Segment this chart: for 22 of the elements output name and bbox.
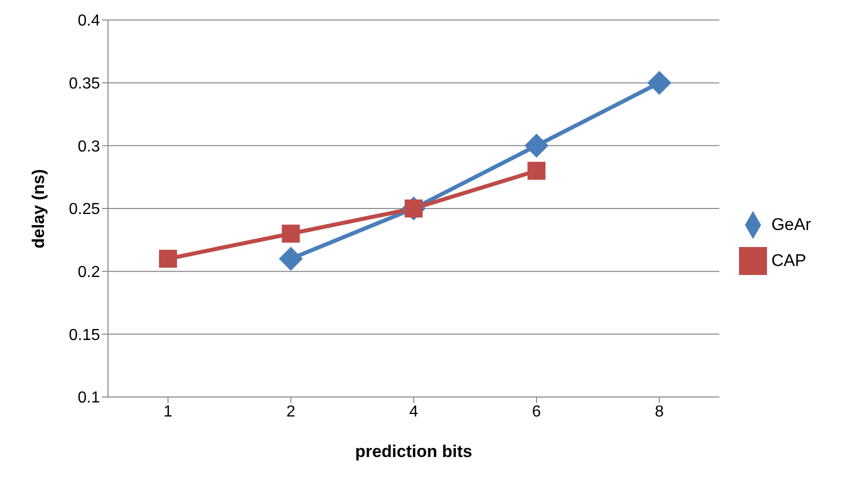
x-tick-label: 1 <box>164 403 173 420</box>
legend-label: GeAr <box>771 214 811 234</box>
point <box>159 250 177 268</box>
y-tick-label: 0.35 <box>68 76 100 93</box>
x-tick-label: 6 <box>532 403 542 420</box>
x-axis-title: prediction bits <box>355 442 472 461</box>
x-tick-label: 4 <box>409 403 418 420</box>
y-tick-label: 0.2 <box>78 264 100 282</box>
y-axis-title: delay (ns) <box>29 169 48 248</box>
point <box>524 134 548 158</box>
x-tick-label: 2 <box>286 403 296 420</box>
y-tick-label: 0.1 <box>78 390 100 407</box>
legend-label: CAP <box>771 250 806 270</box>
point <box>278 246 303 271</box>
point <box>527 162 546 180</box>
y-tick-label: 0.3 <box>78 138 100 156</box>
x-tick-label: 8 <box>654 403 664 420</box>
point <box>282 224 300 243</box>
point <box>647 70 672 95</box>
y-tick-label: 0.4 <box>78 12 100 30</box>
y-tick-label: 0.25 <box>68 201 100 218</box>
y-tick-label: 0.15 <box>68 326 100 344</box>
